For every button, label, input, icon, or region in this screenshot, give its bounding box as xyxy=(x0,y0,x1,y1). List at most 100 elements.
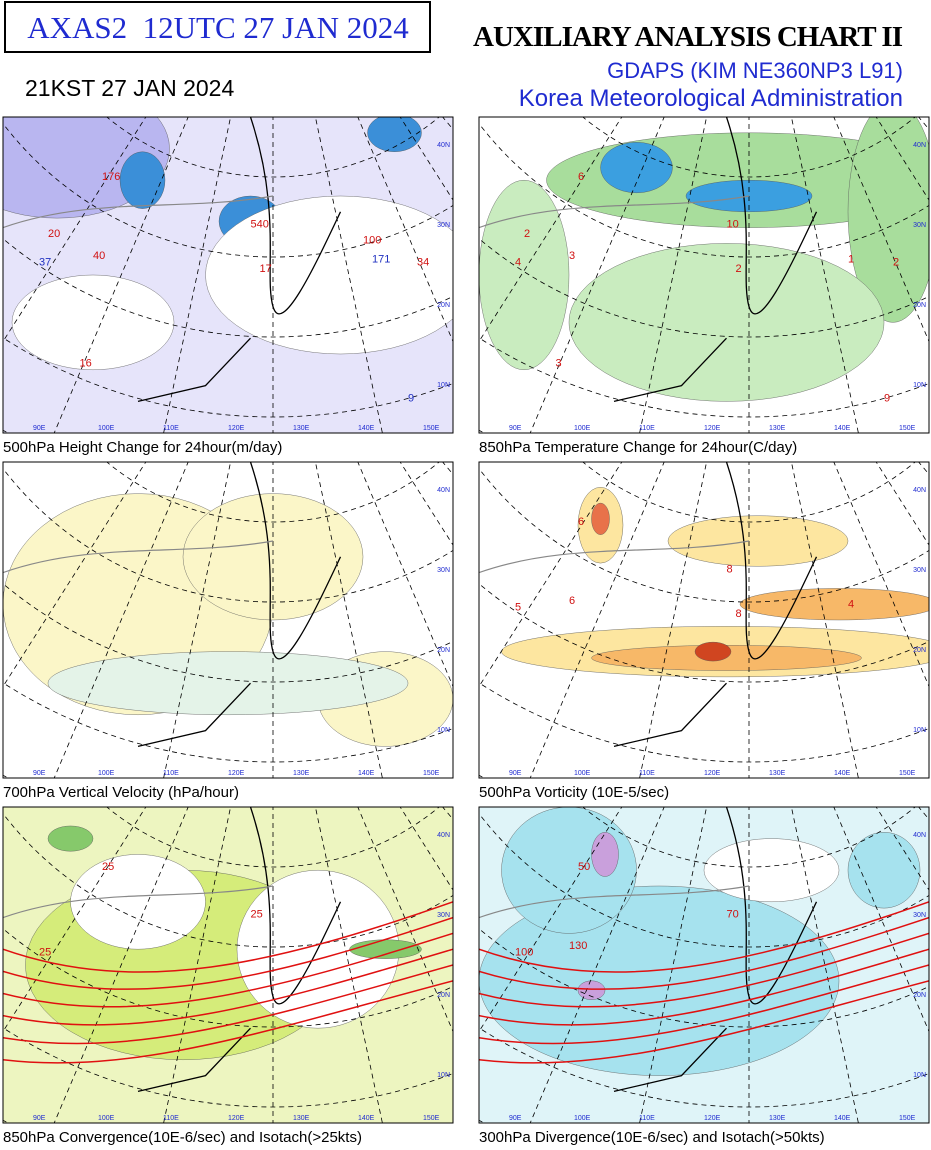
longitude-label: 110E xyxy=(163,770,179,777)
longitude-label: 100E xyxy=(574,425,591,432)
shaded-area xyxy=(206,196,476,354)
contour-label: 176 xyxy=(102,171,120,183)
agency: Korea Meteorological Administration xyxy=(519,85,903,112)
longitude-label: 120E xyxy=(704,1115,721,1122)
contour-label: 3 xyxy=(556,358,562,370)
contour-label: 540 xyxy=(251,219,269,231)
contour-label: 6 xyxy=(578,171,584,183)
latitude-label: 20N xyxy=(913,647,926,654)
latitude-label: 30N xyxy=(913,567,926,574)
contour-label: 1 xyxy=(848,253,854,265)
shaded-area xyxy=(368,114,422,152)
longitude-label: 90E xyxy=(33,1115,46,1122)
model-name: GDAPS (KIM NE360NP3 L91) xyxy=(607,58,903,83)
contour-label: 130 xyxy=(569,940,587,952)
latitude-label: 10N xyxy=(913,382,926,389)
shaded-area xyxy=(578,981,605,1000)
longitude-label: 120E xyxy=(704,425,721,432)
shaded-area xyxy=(740,588,931,620)
longitude-label: 130E xyxy=(293,425,310,432)
longitude-label: 140E xyxy=(834,770,851,777)
contour-label: 6 xyxy=(578,516,584,528)
contour-label: 6 xyxy=(569,595,575,607)
shaded-area xyxy=(592,832,619,876)
latitude-label: 30N xyxy=(913,222,926,229)
longitude-label: 150E xyxy=(899,425,916,432)
contour-label: 9 xyxy=(408,392,414,404)
longitude-label: 140E xyxy=(358,1115,375,1122)
contour-label: 8 xyxy=(727,564,733,576)
longitude-label: 120E xyxy=(704,770,721,777)
longitude-label: 140E xyxy=(834,1115,851,1122)
shaded-area xyxy=(569,243,884,401)
chart-title: AUXILIARY ANALYSIS CHART II xyxy=(473,21,903,53)
shaded-area xyxy=(71,854,206,949)
contour-label: 3 xyxy=(569,250,575,262)
latitude-label: 20N xyxy=(437,647,450,654)
latitude-label: 20N xyxy=(437,992,450,999)
contour-label: 34 xyxy=(417,257,429,269)
latitude-label: 10N xyxy=(437,1072,450,1079)
contour-label: 10 xyxy=(727,219,739,231)
longitude-label: 110E xyxy=(163,425,179,432)
latitude-label: 10N xyxy=(437,727,450,734)
contour-label: 2 xyxy=(736,263,742,275)
latitude-label: 40N xyxy=(437,487,450,494)
shaded-area xyxy=(48,826,93,851)
contour-label: 40 xyxy=(93,250,105,262)
latitude-label: 40N xyxy=(913,832,926,839)
contour-label: 171 xyxy=(372,253,390,265)
shaded-area xyxy=(668,516,848,567)
contour-label: 16 xyxy=(80,358,92,370)
latitude-label: 20N xyxy=(913,302,926,309)
longitude-label: 100E xyxy=(98,770,115,777)
longitude-label: 130E xyxy=(769,1115,786,1122)
shaded-area xyxy=(350,940,422,959)
map-background xyxy=(479,462,929,778)
longitude-label: 90E xyxy=(33,770,46,777)
longitude-label: 90E xyxy=(33,425,46,432)
longitude-label: 120E xyxy=(228,770,245,777)
longitude-label: 140E xyxy=(358,770,375,777)
latitude-label: 40N xyxy=(913,487,926,494)
panel-caption: 300hPa Divergence(10E-6/sec) and Isotach… xyxy=(479,1129,825,1145)
longitude-label: 140E xyxy=(358,425,375,432)
latitude-label: 20N xyxy=(913,992,926,999)
contour-label: 17 xyxy=(260,263,272,275)
contour-label: 8 xyxy=(736,608,742,620)
shaded-area xyxy=(120,152,165,209)
contour-label: 100 xyxy=(515,947,533,959)
contour-label: 37 xyxy=(39,257,51,269)
longitude-label: 130E xyxy=(293,770,310,777)
longitude-label: 150E xyxy=(423,770,440,777)
shaded-area xyxy=(48,652,408,715)
contour-label: 5 xyxy=(515,602,521,614)
contour-label: 70 xyxy=(727,909,739,921)
shaded-area xyxy=(183,494,363,620)
longitude-label: 150E xyxy=(899,770,916,777)
contour-label: 9 xyxy=(884,392,890,404)
latitude-label: 10N xyxy=(913,727,926,734)
contour-label: 25 xyxy=(39,947,51,959)
contour-label: 100 xyxy=(363,234,381,246)
longitude-label: 90E xyxy=(509,425,522,432)
longitude-label: 140E xyxy=(834,425,851,432)
panel-caption: 500hPa Vorticity (10E-5/sec) xyxy=(479,784,669,801)
latitude-label: 20N xyxy=(437,302,450,309)
shaded-area xyxy=(479,180,569,370)
longitude-label: 90E xyxy=(509,770,522,777)
contour-label: 2 xyxy=(893,257,899,269)
contour-label: 50 xyxy=(578,861,590,873)
contour-label: 4 xyxy=(848,598,854,610)
longitude-label: 110E xyxy=(639,1115,655,1122)
longitude-label: 110E xyxy=(639,425,655,432)
panel-caption: 500hPa Height Change for 24hour(m/day) xyxy=(3,439,282,456)
longitude-label: 130E xyxy=(769,770,786,777)
latitude-label: 40N xyxy=(437,832,450,839)
longitude-label: 150E xyxy=(899,1115,916,1122)
latitude-label: 30N xyxy=(437,912,450,919)
longitude-label: 110E xyxy=(639,770,655,777)
panel-caption: 700hPa Vertical Velocity (hPa/hour) xyxy=(3,784,239,801)
longitude-label: 120E xyxy=(228,425,245,432)
